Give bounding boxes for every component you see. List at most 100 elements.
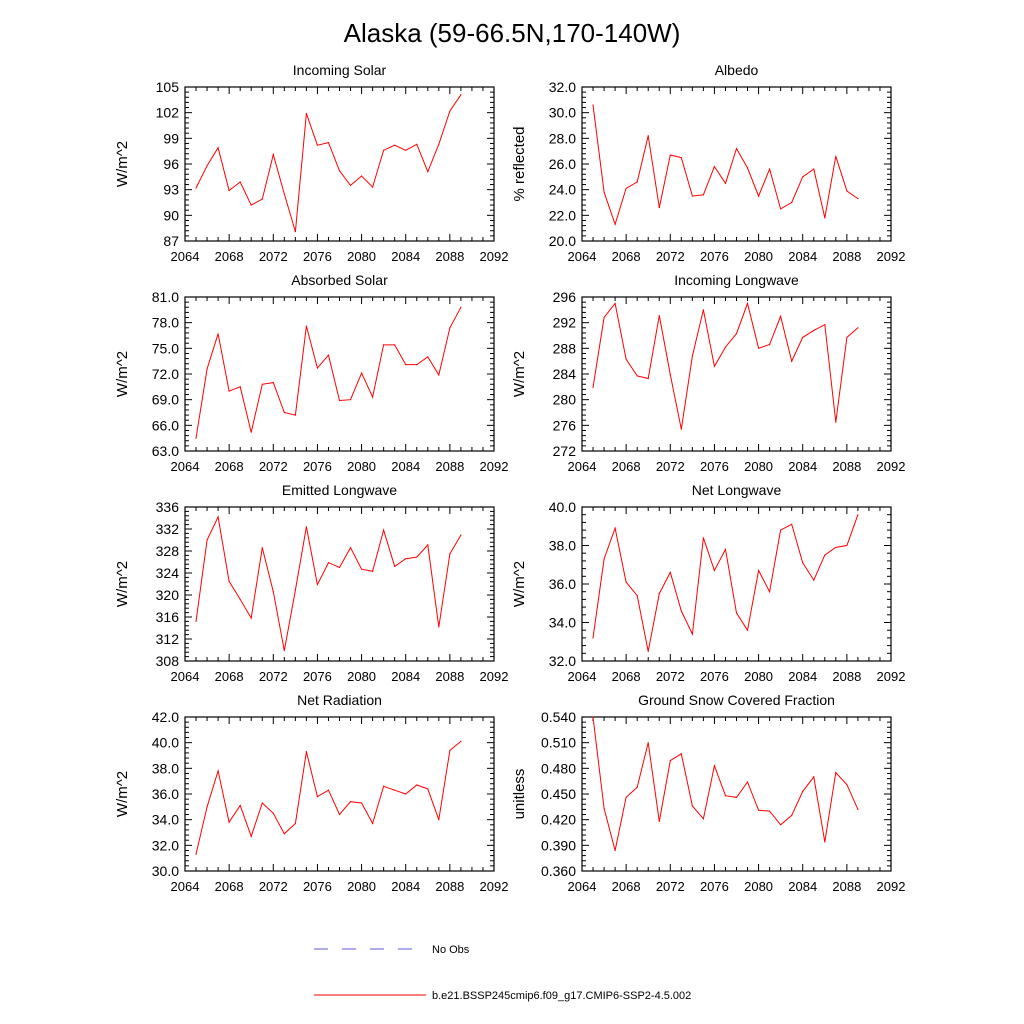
x-tick-label: 2084 (391, 669, 420, 684)
x-tick-label: 2076 (303, 669, 332, 684)
y-tick-label: 40.0 (152, 735, 179, 751)
data-point (261, 547, 263, 549)
data-point (217, 147, 219, 149)
data-point (239, 804, 241, 807)
y-tick-label: 75.0 (152, 340, 179, 356)
plot-frame (184, 86, 495, 242)
x-tick-label: 2076 (303, 459, 332, 474)
data-point (724, 346, 727, 348)
series-line (195, 515, 462, 651)
chart-panel: 2064 2068 2072 2076 2080 2084 2088 2092 0.360 0.3… (511, 692, 905, 894)
data-point (824, 217, 826, 219)
y-tick-label: 22.0 (549, 207, 576, 223)
data-point (338, 813, 341, 816)
x-tick-label: 2068 (215, 459, 244, 474)
data-point (647, 742, 649, 744)
panels: 2064 2068 2072 2076 2080 2084 2088 2092 87 90 93 96… (114, 62, 905, 894)
data-point (846, 783, 848, 786)
data-point (349, 399, 352, 401)
x-tick-label: 2072 (259, 459, 288, 474)
data-point (272, 153, 274, 156)
data-point (835, 155, 837, 157)
data-point (791, 523, 793, 525)
data-point (360, 802, 363, 804)
chart-panel: 2064 2068 2072 2076 2080 2084 2088 2092 308 312 31… (114, 482, 508, 684)
data-point (603, 316, 605, 319)
data-point (713, 765, 716, 767)
data-point (636, 181, 638, 183)
data-point (713, 365, 716, 367)
data-point (360, 175, 363, 177)
data-point (427, 356, 429, 358)
data-point (405, 793, 407, 795)
data-point (316, 144, 319, 146)
data-point (769, 810, 771, 812)
data-point (449, 327, 451, 329)
y-tick-label: 316 (156, 609, 180, 625)
y-tick-label: 332 (156, 521, 180, 537)
y-tick-label: 105 (156, 79, 180, 95)
data-point (416, 784, 418, 786)
data-point (394, 344, 396, 346)
data-point (713, 165, 716, 168)
y-tick-label: 328 (156, 543, 180, 559)
data-point (735, 332, 738, 335)
data-point (625, 581, 627, 583)
data-point (228, 390, 230, 392)
y-tick-label: 90 (163, 207, 179, 223)
x-tick-label: 2076 (700, 669, 729, 684)
x-tick-label: 2068 (612, 249, 641, 264)
x-tick-label: 2084 (391, 249, 420, 264)
data-point (669, 571, 671, 574)
x-tick-label: 2068 (215, 249, 244, 264)
plot-frame (581, 506, 892, 662)
x-tick-label: 2080 (744, 879, 773, 894)
y-tick-label: 292 (553, 315, 577, 331)
data-point (195, 620, 197, 623)
x-tick-label: 2064 (171, 249, 200, 264)
data-point (702, 818, 704, 820)
data-point (857, 327, 859, 329)
data-point (250, 204, 252, 206)
data-point (239, 386, 241, 388)
x-tick-label: 2064 (171, 459, 200, 474)
y-tick-label: 0.540 (541, 709, 576, 725)
data-point (338, 566, 341, 569)
y-tick-label: 38.0 (152, 760, 179, 776)
data-point (724, 182, 727, 184)
data-point (592, 716, 594, 718)
data-point (691, 195, 693, 197)
chart-title: Net Longwave (692, 482, 782, 498)
y-axis-label: unitless (511, 769, 528, 820)
data-point (802, 790, 804, 793)
data-point (625, 187, 627, 189)
x-tick-label: 2072 (259, 249, 288, 264)
data-point (383, 149, 385, 151)
y-axis-label: W/m^2 (511, 561, 528, 607)
x-tick-label: 2072 (656, 879, 685, 894)
data-point (614, 849, 616, 852)
data-point (658, 820, 660, 822)
data-point (438, 143, 440, 145)
x-tick-label: 2084 (391, 879, 420, 894)
series-line (195, 94, 462, 232)
x-tick-label: 2088 (435, 459, 464, 474)
data-point (294, 230, 296, 233)
data-point (625, 358, 627, 360)
x-tick-label: 2080 (347, 249, 376, 264)
chart-panel: 2064 2068 2072 2076 2080 2084 2088 2092 20.0 22.0… (511, 62, 905, 264)
data-point (272, 381, 274, 384)
x-tick-label: 2092 (480, 249, 509, 264)
data-point (316, 367, 319, 369)
data-point (713, 569, 716, 572)
x-tick-label: 2084 (788, 669, 817, 684)
data-point (813, 168, 815, 170)
data-point (460, 94, 462, 96)
x-tick-label: 2068 (612, 879, 641, 894)
data-point (603, 807, 605, 810)
data-point (272, 812, 274, 814)
data-point (239, 181, 241, 183)
x-tick-label: 2064 (568, 249, 597, 264)
data-point (394, 565, 396, 568)
series-line (592, 104, 859, 226)
